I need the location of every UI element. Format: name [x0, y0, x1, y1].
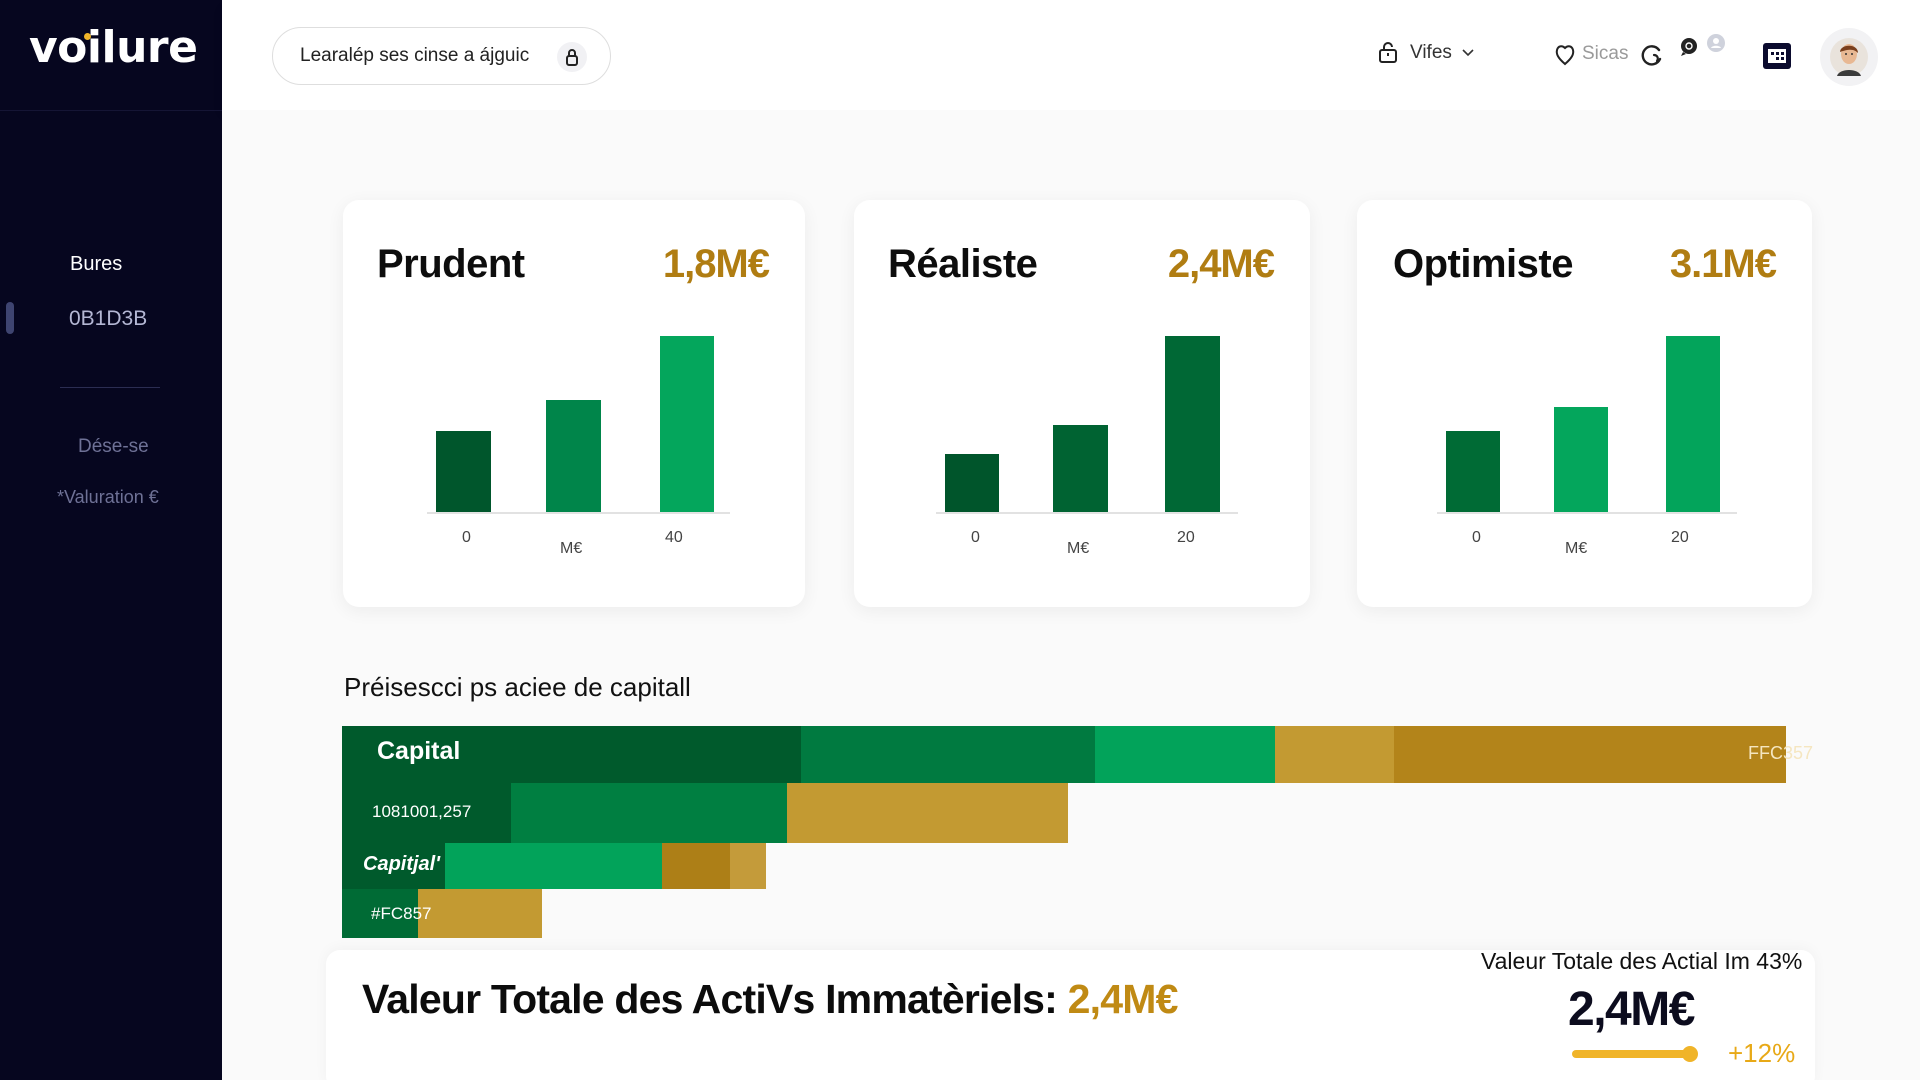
bag-icon — [1379, 42, 1397, 63]
total-value-label: Valeur Totale des ActiVs Immatèriels: — [362, 976, 1058, 1022]
sidebar-section-divider — [60, 387, 160, 388]
heart-outline-icon — [1555, 45, 1575, 66]
capital-segment[interactable] — [1394, 726, 1786, 783]
capital-row-label: #FC857 — [371, 904, 432, 923]
axis-tick: 0 — [462, 529, 471, 546]
chart-bar[interactable] — [1053, 425, 1108, 513]
kpi-progress-slider[interactable] — [1572, 1050, 1692, 1058]
capital-row-label: Capitjal' — [363, 853, 440, 875]
scenario-bar-chart: 0 M€ 20 — [854, 200, 1310, 607]
capital-segment[interactable] — [787, 783, 1068, 843]
chart-bar[interactable] — [945, 454, 999, 513]
kpi-label: Valeur Totale des Actial Im 43% — [1481, 948, 1803, 974]
scenario-card-prudent[interactable]: Prudent 1,8M€ 0 M€ 40 — [343, 200, 805, 607]
user-avatar[interactable] — [1820, 28, 1878, 86]
top-header: Learalép ses cinse a ájguic Vifes Sicas — [222, 0, 1920, 110]
chart-baseline — [1437, 512, 1737, 514]
chat-button[interactable] — [1679, 37, 1699, 57]
chat-bubble-icon — [1681, 38, 1697, 56]
capital-segment[interactable] — [445, 843, 662, 889]
axis-tick: 0 — [1472, 529, 1481, 546]
scenario-bar-chart: 0 M€ 40 — [343, 200, 805, 607]
kpi-value: 2,4M€ — [1568, 983, 1695, 1036]
kpi-slider-handle[interactable] — [1682, 1046, 1698, 1062]
scenario-title: Optimiste — [1393, 242, 1573, 286]
capital-segment[interactable] — [342, 726, 801, 783]
search-input-value[interactable]: Learalép ses cinse a ájguic — [300, 45, 530, 66]
notification-badge[interactable] — [1706, 33, 1726, 53]
scenario-title: Prudent — [377, 242, 525, 286]
refresh-icon — [1641, 45, 1662, 66]
chart-bar[interactable] — [1165, 336, 1220, 513]
capital-bar-row[interactable] — [342, 889, 542, 938]
capital-segment[interactable] — [662, 843, 730, 889]
sicas-label: Sicas — [1582, 43, 1629, 64]
axis-unit-label: M€ — [560, 540, 583, 557]
chart-bar[interactable] — [546, 400, 601, 513]
chart-bar[interactable] — [436, 431, 491, 513]
capital-segment[interactable] — [342, 783, 511, 843]
sidebar-item-bures[interactable]: Bures — [70, 253, 123, 275]
kpi-delta: +12% — [1728, 1038, 1796, 1068]
app-logo[interactable]: voilure — [29, 22, 198, 73]
calendar-button[interactable] — [1762, 40, 1792, 70]
scenario-value: 1,8M€ — [662, 242, 770, 286]
capital-row-label: Capital — [377, 737, 461, 765]
axis-tick: 40 — [665, 529, 683, 546]
views-dropdown[interactable]: Vifes — [1378, 42, 1474, 64]
total-value-title: Valeur Totale des ActiVs Immatèriels: 2,… — [362, 976, 1178, 1023]
capital-segment[interactable] — [801, 726, 1095, 783]
scenario-bar-chart: 0 M€ 20 — [1357, 200, 1812, 607]
search-input[interactable]: Learalép ses cinse a ájguic — [272, 27, 611, 85]
refresh-button[interactable] — [1640, 43, 1664, 67]
total-value-amount: 2,4M€ — [1067, 976, 1179, 1022]
scenario-card-optimiste[interactable]: Optimiste 3.1M€ 0 M€ 20 — [1357, 200, 1812, 607]
search-lock-icon[interactable] — [557, 42, 587, 72]
chart-bar[interactable] — [1446, 431, 1500, 513]
summary-card — [326, 950, 1815, 1080]
sidebar-item-code[interactable]: 0B1D3B — [69, 307, 148, 330]
capital-row-label: 1081001,257 — [372, 802, 472, 821]
capital-section-title: Préisescci ps aciee de capitall — [344, 672, 691, 702]
user-badge-icon — [1707, 34, 1725, 52]
chart-bar[interactable] — [660, 336, 714, 513]
views-label: Vifes — [1410, 42, 1452, 63]
axis-unit-label: M€ — [1067, 540, 1090, 557]
capital-segment[interactable] — [730, 843, 766, 889]
axis-tick: 20 — [1671, 529, 1689, 546]
scenario-title: Réaliste — [888, 242, 1038, 286]
capital-segment[interactable] — [1275, 726, 1394, 783]
capital-segment[interactable] — [1095, 726, 1275, 783]
capital-bar-row[interactable] — [342, 843, 766, 889]
capital-segment[interactable] — [418, 889, 542, 938]
chart-bar[interactable] — [1554, 407, 1608, 513]
capital-row-end-label: FFC357 — [1748, 743, 1814, 763]
axis-unit-label: M€ — [1565, 540, 1588, 557]
capital-bar-row[interactable] — [342, 783, 1068, 843]
sidebar: voilure Bures 0B1D3B Dése-se *Valuration… — [0, 0, 222, 1080]
logo-dot-icon — [84, 33, 91, 40]
avatar-portrait-icon — [1830, 38, 1868, 76]
sidebar-item-valuation[interactable]: *Valuration € — [57, 487, 159, 507]
chevron-down-icon — [1462, 49, 1474, 57]
axis-tick: 0 — [971, 529, 980, 546]
sidebar-active-indicator — [6, 302, 14, 334]
sicas-button[interactable]: Sicas — [1554, 42, 1628, 66]
capital-segment[interactable] — [511, 783, 787, 843]
chart-baseline — [936, 512, 1238, 514]
calendar-grid-icon — [1763, 43, 1791, 69]
capital-segment[interactable] — [342, 843, 445, 889]
axis-tick: 20 — [1177, 529, 1195, 546]
scenario-value: 2,4M€ — [1167, 242, 1275, 286]
chart-bar[interactable] — [1666, 336, 1720, 513]
scenario-value: 3.1M€ — [1669, 242, 1777, 286]
capital-bar-row[interactable] — [342, 726, 1786, 783]
sidebar-item-desese[interactable]: Dése-se — [78, 436, 149, 457]
capital-segment[interactable] — [342, 889, 418, 938]
scenario-card-realiste[interactable]: Réaliste 2,4M€ 0 M€ 20 — [854, 200, 1310, 607]
chart-baseline — [427, 512, 730, 514]
sidebar-divider — [0, 110, 222, 111]
